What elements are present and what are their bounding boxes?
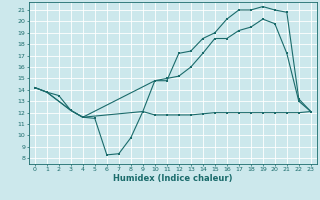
X-axis label: Humidex (Indice chaleur): Humidex (Indice chaleur) [113, 174, 233, 183]
